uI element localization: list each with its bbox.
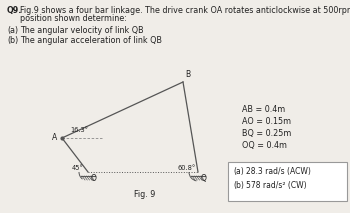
Text: The angular acceleration of link QB: The angular acceleration of link QB [20,36,162,45]
Text: 16.3°: 16.3° [70,127,88,133]
Text: Q: Q [201,174,207,183]
Text: Q9.: Q9. [7,6,22,15]
Text: Fig. 9: Fig. 9 [134,190,156,199]
Text: A: A [52,134,57,142]
Text: BQ = 0.25m: BQ = 0.25m [242,129,291,138]
Text: B: B [185,70,190,79]
Text: position shown determine:: position shown determine: [20,14,127,23]
Text: AB = 0.4m: AB = 0.4m [242,105,285,114]
Text: Fig.9 shows a four bar linkage. The drive crank OA rotates anticlockwise at 500r: Fig.9 shows a four bar linkage. The driv… [20,6,350,15]
Text: (a): (a) [233,167,244,176]
Text: 45°: 45° [72,165,84,171]
Text: AO = 0.15m: AO = 0.15m [242,117,291,126]
Text: 60.8°: 60.8° [178,165,196,171]
Text: O: O [91,174,97,183]
Text: (a): (a) [7,26,18,35]
FancyBboxPatch shape [228,161,346,200]
Text: 578 rad/s² (CW): 578 rad/s² (CW) [246,181,307,190]
Text: (b): (b) [233,181,244,190]
Text: (b): (b) [7,36,18,45]
Text: The angular velocity of link QB: The angular velocity of link QB [20,26,144,35]
Text: OQ = 0.4m: OQ = 0.4m [242,141,287,150]
Text: 28.3 rad/s (ACW): 28.3 rad/s (ACW) [246,167,311,176]
